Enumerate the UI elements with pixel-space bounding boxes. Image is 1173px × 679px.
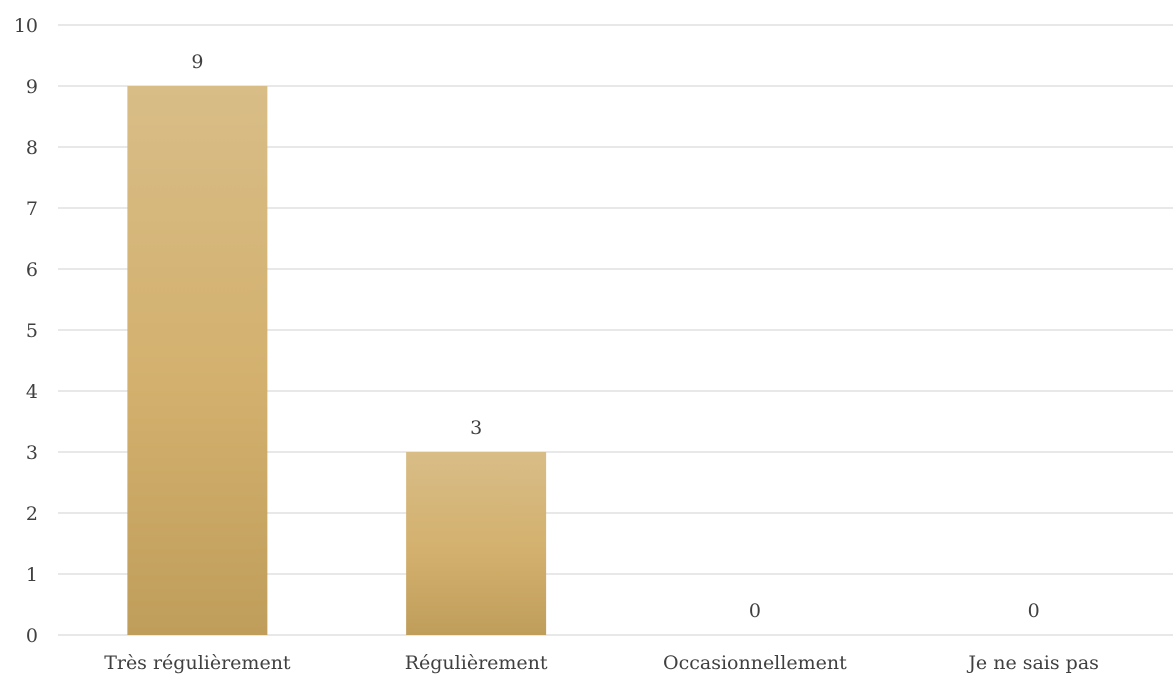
data-label: 9 [191,51,203,73]
bar [406,452,547,635]
data-label: 3 [470,417,482,439]
y-tick-label: 10 [14,15,38,37]
x-axis-labels: Très régulièrement Régulièrement Occasionn… [104,652,1099,674]
y-tick-label: 5 [26,320,38,342]
y-tick-label: 1 [26,564,38,586]
bar [127,86,268,635]
y-tick-label: 3 [26,442,38,464]
data-label: 0 [749,600,761,622]
y-tick-label: 2 [26,503,38,525]
y-axis-ticks: 0 1 2 3 4 5 6 7 8 9 10 [14,15,38,647]
x-category-label: Très régulièrement [104,652,291,674]
x-category-label: Régulièrement [405,652,548,674]
y-tick-label: 9 [26,76,38,98]
x-category-label: Occasionnellement [663,652,847,674]
bars [127,86,547,635]
data-label: 0 [1028,600,1040,622]
y-tick-label: 8 [26,137,38,159]
data-labels: 9 3 0 0 [191,51,1039,622]
y-tick-label: 4 [26,381,38,403]
y-tick-label: 7 [26,198,38,220]
x-category-label: Je ne sais pas [966,652,1099,674]
y-tick-label: 0 [26,625,38,647]
y-tick-label: 6 [26,259,38,281]
